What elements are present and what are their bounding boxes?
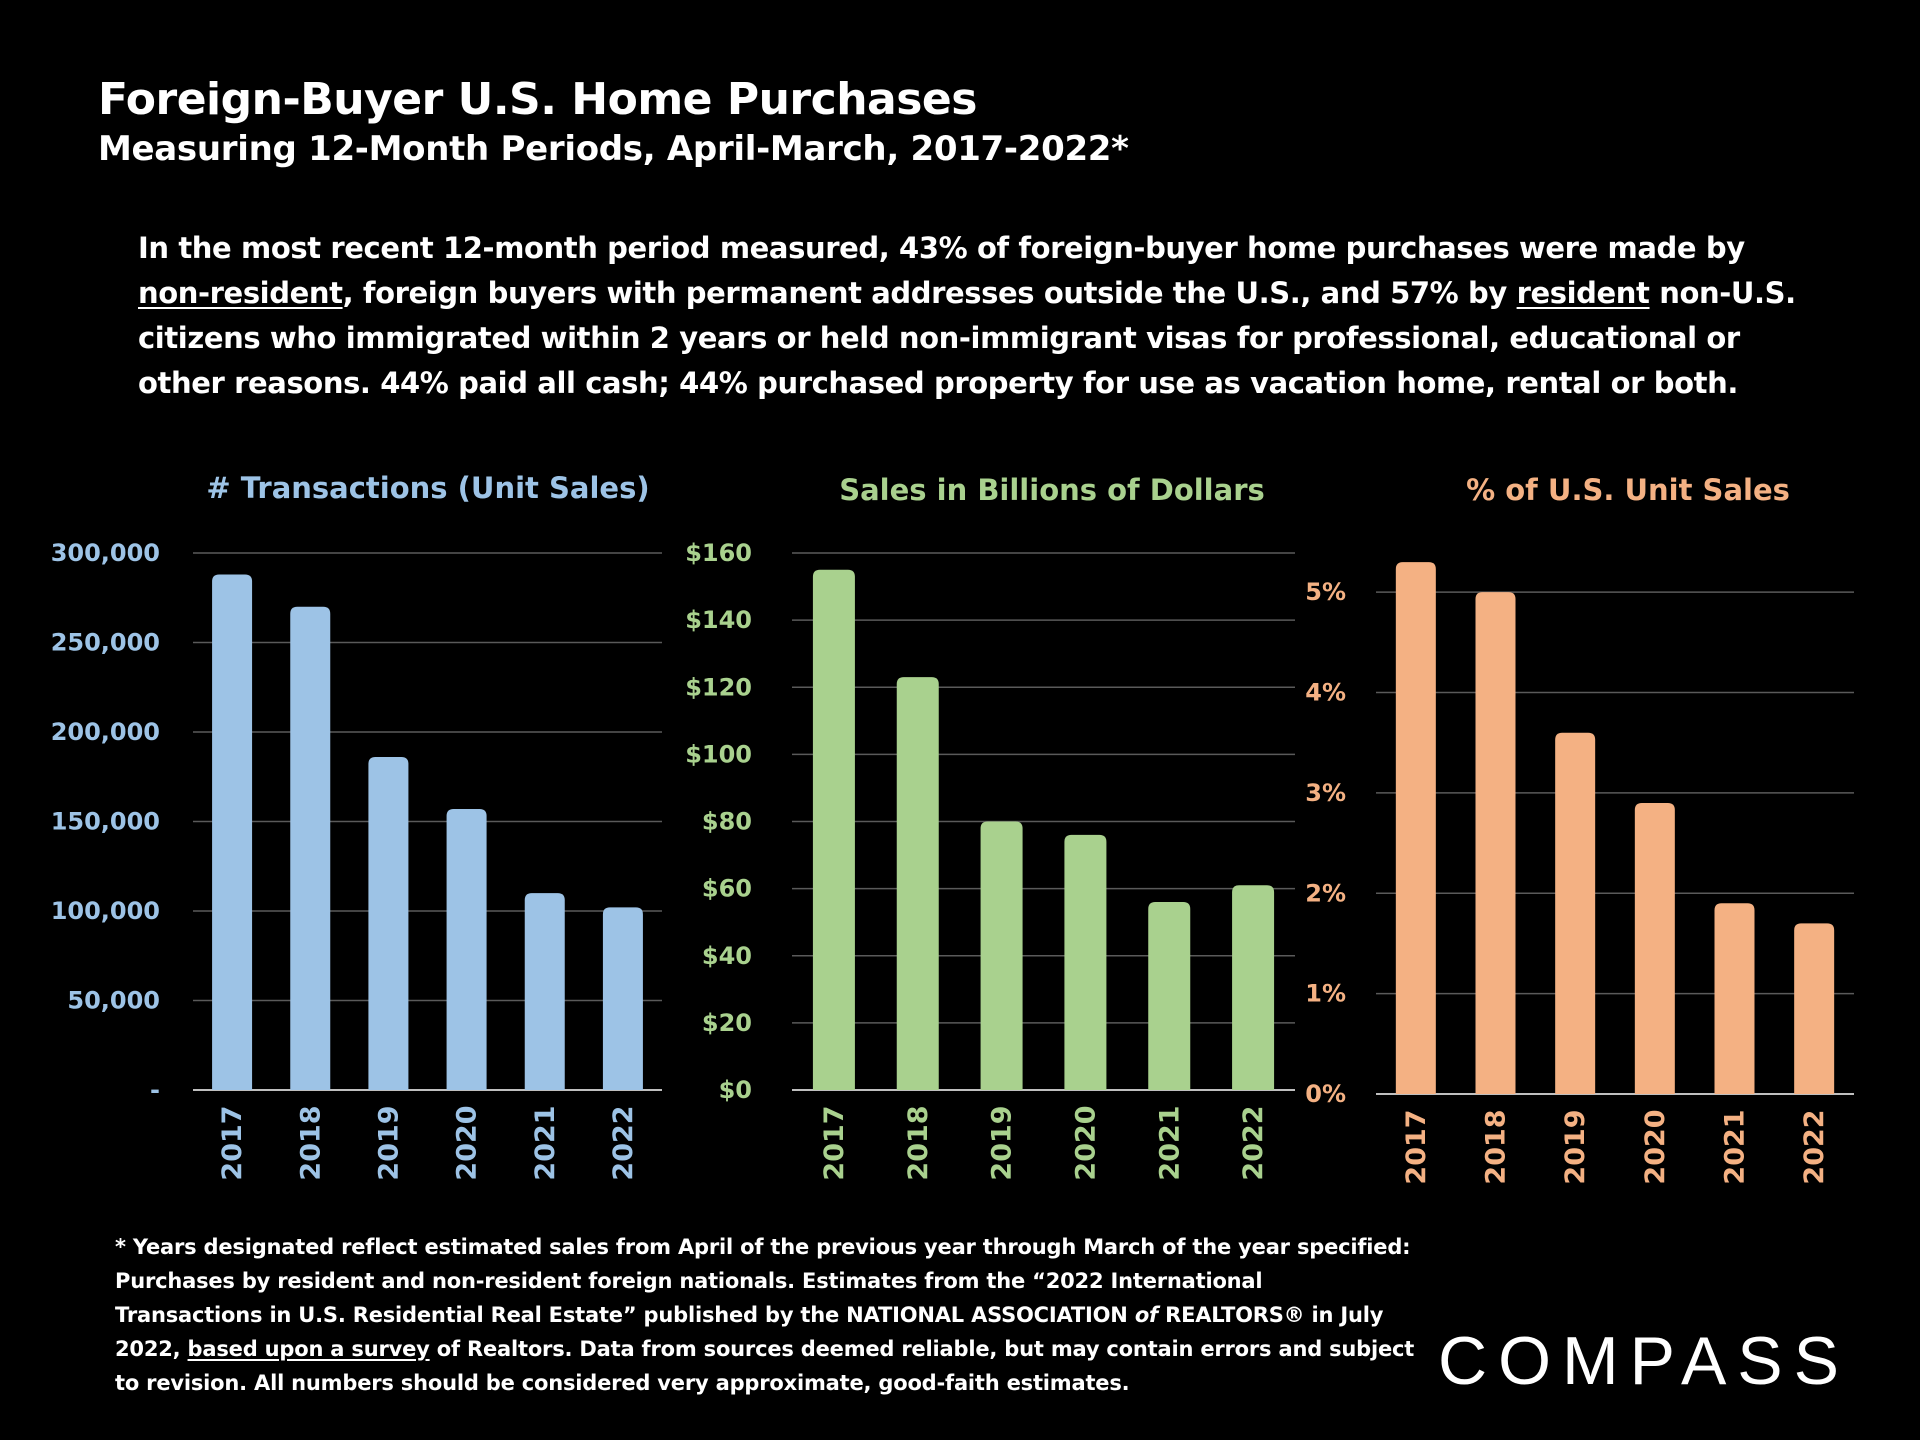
- y-tick-label: 150,000: [51, 808, 160, 836]
- y-tick-label: 200,000: [51, 718, 160, 746]
- bar-2021: [1148, 902, 1191, 1090]
- y-tick-label: -: [150, 1076, 160, 1104]
- chart-title: % of U.S. Unit Sales: [1466, 473, 1790, 507]
- bar-2019: [980, 821, 1023, 1090]
- pct-unit-sales-chart: % of U.S. Unit Sales 0% 1% 2% 3% 4% 5% 2017 2018…: [1305, 473, 1854, 1185]
- y-tick-label: 0%: [1305, 1080, 1346, 1108]
- x-tick-label: 2017: [217, 1105, 248, 1180]
- sales-dollars-chart: Sales in Billions of Dollars $0 $20 $40 $60 $…: [685, 473, 1295, 1181]
- bar-2018: [290, 606, 331, 1090]
- y-tick-label: 300,000: [51, 539, 160, 567]
- y-tick-label: 2%: [1305, 879, 1346, 907]
- bar-2022: [1794, 923, 1835, 1094]
- footnote-text-3: of Realtors. Data from sources deemed re…: [115, 1337, 1415, 1395]
- bar-2019: [368, 757, 409, 1090]
- y-tick-label: $40: [702, 942, 752, 970]
- intro-term-resident: resident: [1516, 276, 1650, 310]
- bar-2020: [1064, 834, 1107, 1090]
- y-tick-label: 250,000: [51, 629, 160, 657]
- y-tick-label: $20: [702, 1009, 752, 1037]
- footnote-text-2: REALTORS® in July 2022,: [115, 1303, 1384, 1361]
- x-tick-label: 2019: [373, 1105, 404, 1180]
- footnote-of: of: [1134, 1303, 1158, 1327]
- x-tick-label: 2020: [1070, 1105, 1101, 1180]
- y-tick-label: 1%: [1305, 980, 1346, 1008]
- chart-title: Sales in Billions of Dollars: [839, 473, 1265, 507]
- y-tick-label: $120: [685, 673, 752, 701]
- bar-2017: [212, 574, 253, 1090]
- page-subtitle: Measuring 12-Month Periods, April-March,…: [98, 129, 1129, 169]
- intro-text-2: , foreign buyers with permanent addresse…: [342, 276, 1517, 310]
- bar-2018: [896, 677, 939, 1090]
- bar-2019: [1555, 732, 1596, 1094]
- bar-2017: [1395, 562, 1436, 1094]
- x-tick-label: 2017: [1401, 1109, 1432, 1184]
- y-tick-label: 50,000: [67, 987, 160, 1015]
- y-tick-label: $60: [702, 875, 752, 903]
- y-tick-label: $0: [719, 1076, 752, 1104]
- bar-2020: [1634, 802, 1675, 1094]
- x-tick-label: 2019: [1560, 1109, 1591, 1184]
- x-tick-label: 2018: [295, 1105, 326, 1180]
- x-tick-label: 2022: [1238, 1105, 1269, 1180]
- footnote-text-1: * Years designated reflect estimated sal…: [115, 1235, 1411, 1327]
- bar-2017: [812, 569, 855, 1090]
- bar-2022: [602, 907, 643, 1090]
- x-tick-label: 2018: [903, 1105, 934, 1180]
- x-tick-label: 2020: [452, 1105, 483, 1180]
- bar-2020: [446, 808, 487, 1090]
- bar-2022: [1232, 885, 1275, 1090]
- y-tick-label: $160: [685, 539, 752, 567]
- x-tick-label: 2018: [1481, 1109, 1512, 1184]
- x-tick-label: 2022: [608, 1105, 639, 1180]
- intro-text-1: In the most recent 12-month period measu…: [138, 231, 1745, 265]
- x-tick-label: 2021: [1154, 1105, 1185, 1180]
- bar-2018: [1475, 592, 1516, 1094]
- y-tick-label: $100: [685, 740, 752, 768]
- footnote: * Years designated reflect estimated sal…: [115, 1230, 1415, 1400]
- x-tick-label: 2020: [1640, 1109, 1671, 1184]
- compass-logo: COMPASS: [1438, 1323, 1851, 1399]
- x-tick-label: 2021: [530, 1105, 561, 1180]
- x-tick-label: 2019: [987, 1105, 1018, 1180]
- y-tick-label: $140: [685, 606, 752, 634]
- page-title: Foreign-Buyer U.S. Home Purchases: [98, 74, 977, 125]
- x-tick-label: 2022: [1799, 1109, 1830, 1184]
- y-tick-label: 4%: [1305, 679, 1346, 707]
- intro-term-non-resident: non-resident: [138, 276, 343, 310]
- x-tick-label: 2017: [819, 1105, 850, 1180]
- bar-2021: [1714, 903, 1755, 1094]
- intro-text-3: non-U.S. citizens who immigrated within …: [138, 276, 1796, 400]
- y-tick-label: 100,000: [51, 897, 160, 925]
- intro-paragraph: In the most recent 12-month period measu…: [138, 226, 1818, 406]
- x-tick-label: 2021: [1720, 1109, 1751, 1184]
- y-tick-label: $80: [702, 808, 752, 836]
- y-tick-label: 3%: [1305, 779, 1346, 807]
- footnote-survey-link: based upon a survey: [187, 1337, 430, 1361]
- chart-title: # Transactions (Unit Sales): [206, 471, 649, 505]
- transactions-chart: # Transactions (Unit Sales) - 50,000 100,00…: [51, 471, 662, 1181]
- bar-2021: [524, 893, 565, 1090]
- charts-area: # Transactions (Unit Sales) - 50,000 100,00…: [51, 471, 1854, 1185]
- y-tick-label: 5%: [1305, 578, 1346, 606]
